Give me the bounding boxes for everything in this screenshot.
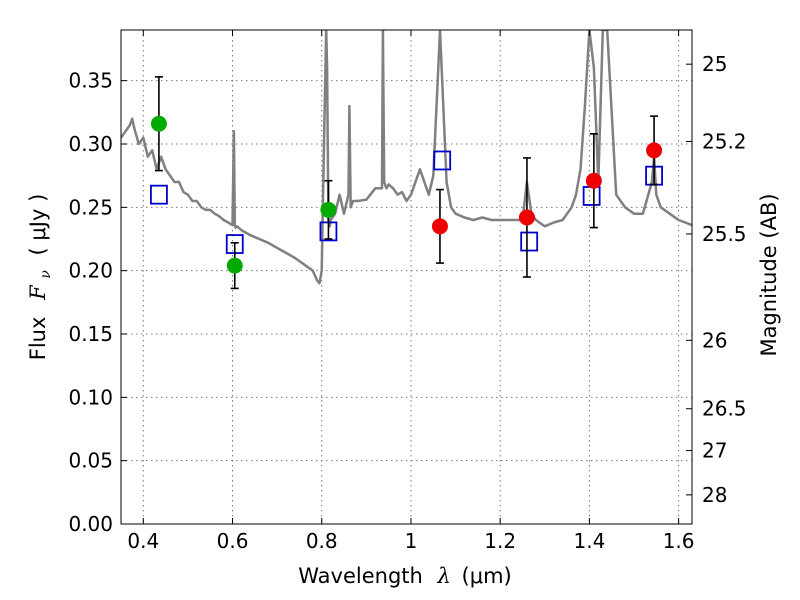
y2-tick-label: 28: [702, 483, 727, 507]
y-tick-label: 0.00: [68, 512, 113, 536]
observed-flux-point: [518, 209, 535, 226]
y2-tick-label: 25: [702, 52, 727, 76]
x-axis-title: Wavelength λ (μm): [298, 564, 511, 588]
model-flux-square: [150, 184, 168, 205]
axis-ticks: 0.4 0.6 0.8 1 1.2 1.4 1.6 0.00 0.05 0.10 0.15 0.20 0…: [68, 30, 747, 553]
observed-flux-point: [226, 257, 243, 274]
model-flux-square: [520, 231, 539, 252]
observed-flux-point: [585, 172, 602, 189]
observed-flux-point: [150, 115, 167, 132]
grid: [121, 30, 692, 525]
observed-flux-point: [646, 142, 663, 159]
x-tick-label: 0.6: [217, 529, 249, 553]
spectrum-line: [121, 30, 692, 285]
y-tick-label: 0.20: [68, 259, 113, 283]
x-tick-label: 1.4: [573, 529, 605, 553]
y-tick-label: 0.15: [68, 322, 113, 346]
y-tick-label: 0.30: [68, 132, 113, 156]
x-tick-label: 1.6: [663, 529, 695, 553]
model-flux-square: [433, 150, 452, 171]
y-tick-label: 0.25: [68, 195, 113, 219]
y2-tick-label: 25.2: [702, 129, 747, 153]
observed-flux-point: [431, 218, 448, 235]
y2-axis-title: Magnitude (AB): [757, 193, 781, 356]
y2-tick-label: 26: [702, 328, 727, 352]
x-tick-label: 0.8: [306, 529, 338, 553]
model-flux-square: [582, 186, 601, 206]
model-spectrum: [121, 30, 692, 285]
y-axis-title: Flux F ν ( μJy ): [26, 194, 55, 361]
y2-tick-label: 26.5: [702, 397, 747, 421]
x-tick-label: 0.4: [127, 529, 159, 553]
x-tick-label: 1.2: [484, 529, 516, 553]
plot-frame: [120, 29, 693, 525]
photometry-points: [150, 76, 663, 290]
y-tick-label: 0.35: [68, 69, 113, 93]
y2-tick-label: 27: [702, 439, 727, 463]
y2-tick-label: 25.5: [702, 222, 747, 246]
x-tick-label: 1: [405, 529, 418, 553]
y-tick-label: 0.10: [68, 385, 113, 409]
y-tick-label: 0.05: [68, 449, 113, 473]
observed-flux-point: [320, 201, 337, 218]
